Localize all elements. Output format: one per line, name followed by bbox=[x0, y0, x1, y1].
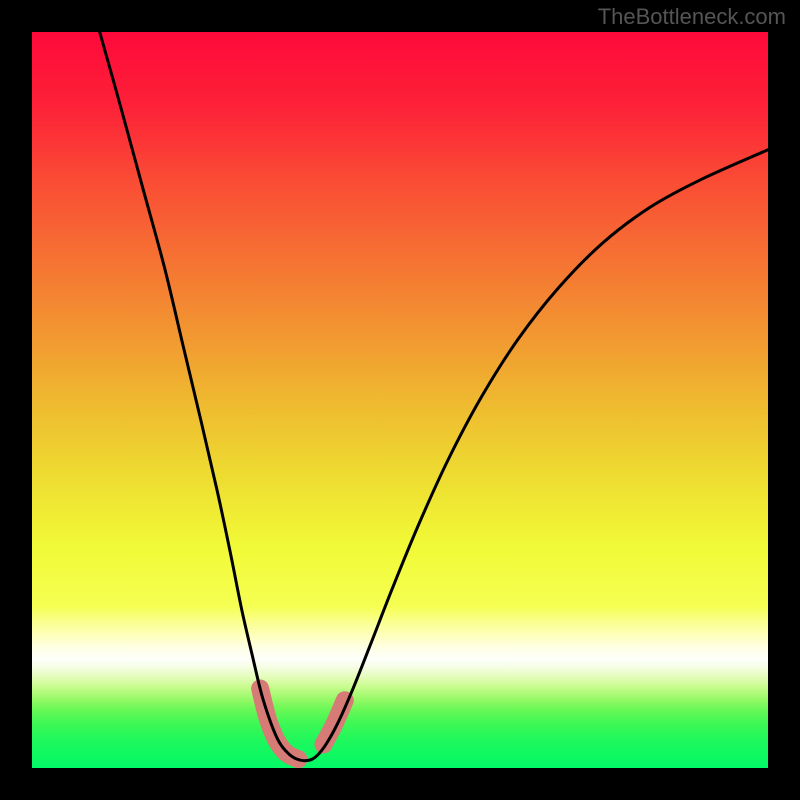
chart-stage: TheBottleneck.com bbox=[0, 0, 800, 800]
chart-svg bbox=[0, 0, 800, 800]
plot-background-gradient bbox=[32, 32, 768, 768]
